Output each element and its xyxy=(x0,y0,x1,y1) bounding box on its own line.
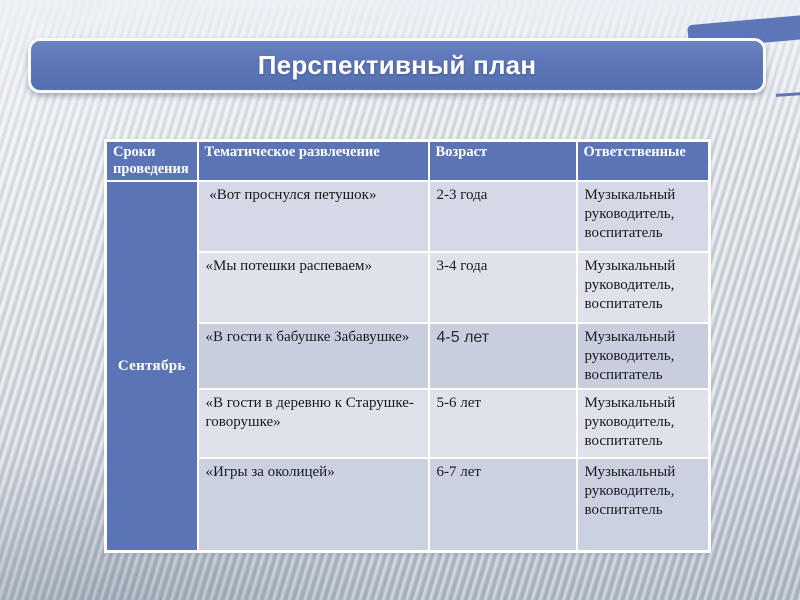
table-header-row: Сроки проведения Тематическое развлечени… xyxy=(104,139,711,182)
slide-title-bar: Перспективный план xyxy=(28,38,766,93)
age-cell: 3-4 года xyxy=(427,251,578,324)
table-row: «В гости к бабушке Забавушке» 4-5 лет Му… xyxy=(106,322,711,390)
age-cell: 4-5 лет xyxy=(427,322,578,390)
header-cell-age: Возраст xyxy=(427,139,578,182)
perspective-plan-table: Сроки проведения Тематическое развлечени… xyxy=(104,139,711,553)
event-cell: «Игры за околицей» xyxy=(196,457,430,553)
age-cell: 6-7 лет xyxy=(427,457,578,553)
table-row: «Мы потешки распеваем» 3-4 года Музыкаль… xyxy=(106,251,711,324)
age-cell: 2-3 года xyxy=(427,180,578,253)
header-cell-responsible: Ответственные xyxy=(575,139,711,182)
event-cell: «В гости к бабушке Забавушке» xyxy=(196,322,430,390)
header-cell-timing: Сроки проведения xyxy=(104,139,199,182)
responsible-cell: Музыкальный руководитель, воспитатель xyxy=(575,180,711,253)
responsible-cell: Музыкальный руководитель, воспитатель xyxy=(575,251,711,324)
responsible-cell: Музыкальный руководитель, воспитатель xyxy=(575,322,711,390)
header-cell-event: Тематическое развлечение xyxy=(196,139,430,182)
table-row: Сентябрь «Вот проснулся петушок» 2-3 год… xyxy=(104,180,711,553)
responsible-cell: Музыкальный руководитель, воспитатель xyxy=(575,388,711,459)
table-row: «В гости в деревню к Старушке-говорушке»… xyxy=(106,388,711,459)
slide-title: Перспективный план xyxy=(257,50,537,80)
table-row: «Игры за околицей» 6-7 лет Музыкальный р… xyxy=(106,457,711,553)
event-cell: «Мы потешки распеваем» xyxy=(196,251,430,324)
age-cell: 5-6 лет xyxy=(427,388,578,459)
title-backdrop-line xyxy=(775,92,800,97)
event-cell: «Вот проснулся петушок» xyxy=(196,180,430,253)
event-cell: «В гости в деревню к Старушке-говорушке» xyxy=(196,388,430,459)
responsible-cell: Музыкальный руководитель, воспитатель xyxy=(575,457,711,553)
month-cell: Сентябрь xyxy=(104,180,199,553)
